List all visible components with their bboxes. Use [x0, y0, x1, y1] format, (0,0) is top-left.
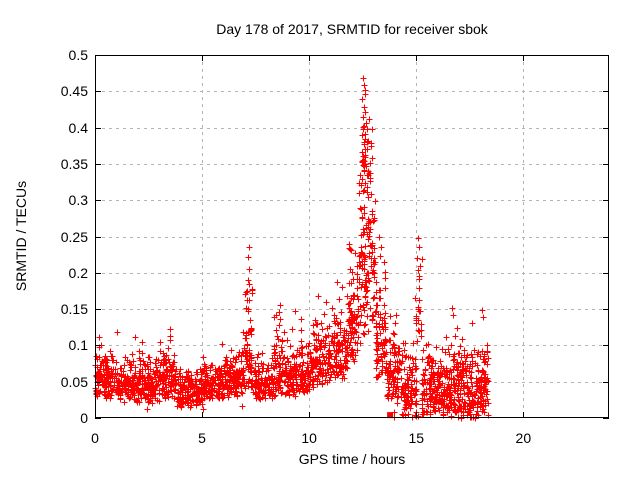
x-tick-label-0: 0	[91, 430, 99, 446]
chart-title: Day 178 of 2017, SRMTID for receiver sbo…	[216, 21, 488, 37]
plot-border	[95, 55, 609, 418]
y-tick-label-0.05: 0.05	[60, 373, 88, 390]
y-tick-label-0.45: 0.45	[60, 83, 88, 100]
y-tick-label-0.2: 0.2	[68, 264, 88, 281]
solid-blob-marker	[387, 412, 394, 419]
y-tick-label-0.3: 0.3	[68, 192, 88, 209]
y-tick-label-0: 0	[80, 410, 88, 426]
x-tick-label-10: 10	[301, 430, 317, 446]
y-tick-label-0.15: 0.15	[60, 301, 88, 318]
x-tick-label-5: 5	[198, 430, 206, 446]
y-tick-label-0.35: 0.35	[60, 155, 88, 172]
axis-ticks	[95, 55, 609, 419]
y-tick-label-0.1: 0.1	[68, 337, 88, 354]
scatter-points	[92, 75, 492, 422]
y-tick-label-0.4: 0.4	[68, 119, 88, 136]
x-axis-label: GPS time / hours	[298, 451, 406, 467]
y-tick-label-0.5: 0.5	[68, 47, 88, 63]
y-axis-label: SRMTID / TECUs	[13, 180, 29, 292]
x-tick-label-15: 15	[408, 430, 425, 446]
y-tick-label-0.25: 0.25	[60, 228, 88, 245]
x-tick-label-20: 20	[515, 430, 532, 446]
